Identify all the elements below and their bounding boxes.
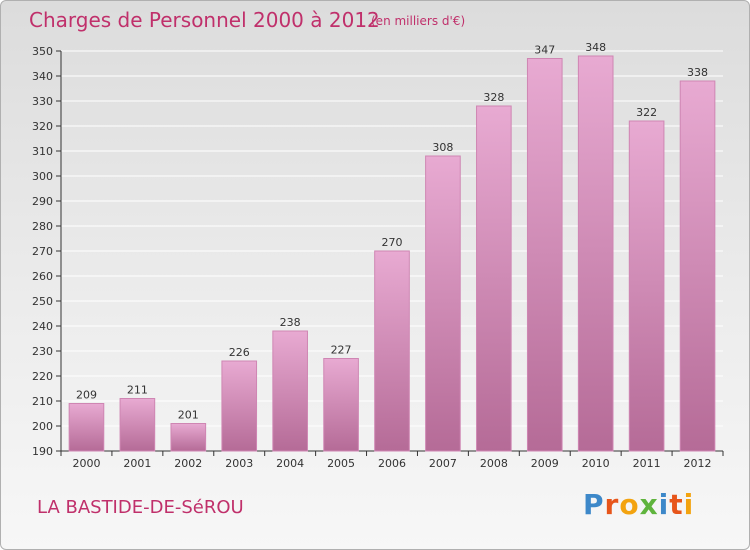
data-label: 328 xyxy=(483,91,504,104)
bar xyxy=(425,155,461,452)
logo-letter: o xyxy=(619,488,640,521)
data-label: 338 xyxy=(687,66,708,79)
y-tick-label: 210 xyxy=(32,395,53,408)
bar xyxy=(119,398,156,452)
x-tick-label: 2003 xyxy=(225,457,253,470)
data-label: 211 xyxy=(127,384,148,397)
bar xyxy=(170,423,207,452)
bar xyxy=(68,403,105,452)
bar xyxy=(476,105,512,452)
y-tick-label: 350 xyxy=(32,45,53,58)
y-tick-label: 250 xyxy=(32,295,53,308)
bars xyxy=(68,55,716,452)
bar xyxy=(679,80,716,452)
x-tick-label: 2008 xyxy=(480,457,508,470)
data-label: 347 xyxy=(534,44,555,57)
logo-letter: P xyxy=(583,488,605,521)
y-tick-label: 300 xyxy=(32,170,53,183)
bar xyxy=(221,360,258,452)
y-tick-label: 270 xyxy=(32,245,53,258)
x-tick-label: 2004 xyxy=(276,457,304,470)
data-label: 238 xyxy=(280,316,301,329)
y-tick-label: 230 xyxy=(32,345,53,358)
data-label: 226 xyxy=(229,346,250,359)
x-tick-label: 2000 xyxy=(72,457,100,470)
y-tick-label: 260 xyxy=(32,270,53,283)
logo-letter: i xyxy=(683,488,695,521)
y-tick-label: 240 xyxy=(32,320,53,333)
labels: 190 200 210 220 230 240 250 260 270 280 290 300 310 3… xyxy=(32,41,712,470)
x-tick-label: 2011 xyxy=(633,457,661,470)
bar xyxy=(577,55,614,452)
logo-letter: i xyxy=(658,488,670,521)
x-tick-label: 2002 xyxy=(174,457,202,470)
data-label: 227 xyxy=(331,344,352,357)
proxiti-logo[interactable]: Proxiti xyxy=(583,488,694,521)
y-tick-label: 290 xyxy=(32,195,53,208)
y-tick-label: 330 xyxy=(32,95,53,108)
logo-letter: x xyxy=(639,488,659,521)
x-tick-label: 2010 xyxy=(582,457,610,470)
data-label: 348 xyxy=(585,41,606,54)
data-label: 308 xyxy=(432,141,453,154)
commune-name: LA BASTIDE-DE-SéROU xyxy=(37,497,244,518)
chart-title: Charges de Personnel 2000 à 2012 xyxy=(29,8,380,32)
x-tick-label: 2012 xyxy=(684,457,712,470)
logo-letter: r xyxy=(604,488,620,521)
x-tick-label: 2009 xyxy=(531,457,559,470)
bar xyxy=(374,250,410,452)
x-tick-label: 2007 xyxy=(429,457,457,470)
data-label: 270 xyxy=(382,236,403,249)
y-tick-label: 220 xyxy=(32,370,53,383)
y-tick-label: 280 xyxy=(32,220,53,233)
bar xyxy=(628,120,665,452)
bar xyxy=(272,330,308,452)
x-tick-label: 2005 xyxy=(327,457,355,470)
data-label: 322 xyxy=(636,106,657,119)
x-tick-label: 2001 xyxy=(123,457,151,470)
bar xyxy=(526,58,563,452)
y-tick-label: 200 xyxy=(32,420,53,433)
y-tick-label: 340 xyxy=(32,70,53,83)
data-label: 209 xyxy=(76,389,97,402)
y-tick-label: 190 xyxy=(32,445,53,458)
data-label: 201 xyxy=(178,409,199,422)
y-tick-label: 320 xyxy=(32,120,53,133)
logo-letter: t xyxy=(669,488,684,521)
bar xyxy=(323,358,359,452)
x-tick-label: 2006 xyxy=(378,457,406,470)
chart-unit: (en milliers d'€) xyxy=(371,14,466,28)
y-tick-label: 310 xyxy=(32,145,53,158)
